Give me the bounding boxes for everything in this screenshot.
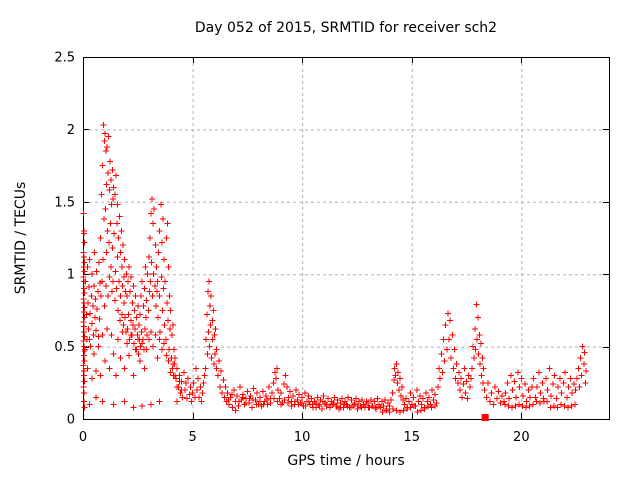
y-tick-label: 2 [67, 123, 75, 138]
x-tick-label: 0 [79, 430, 87, 445]
x-tick-label: 5 [188, 430, 196, 445]
x-tick-label: 15 [403, 430, 420, 445]
x-tick-label: 10 [294, 430, 311, 445]
y-tick-label: 1.5 [54, 195, 75, 210]
plot-border [83, 57, 610, 420]
y-tick-label: 0 [67, 413, 75, 428]
x-axis-label: GPS time / hours [287, 453, 405, 469]
scatter-points [80, 122, 589, 415]
y-tick-label: 0.5 [54, 340, 75, 355]
y-tick-label: 2.5 [54, 51, 75, 66]
chart-title: Day 052 of 2015, SRMTID for receiver sch… [194, 20, 498, 36]
y-tick-label: 1 [67, 268, 75, 283]
outlier-square-marker [481, 414, 489, 422]
x-tick-label: 20 [513, 430, 530, 445]
